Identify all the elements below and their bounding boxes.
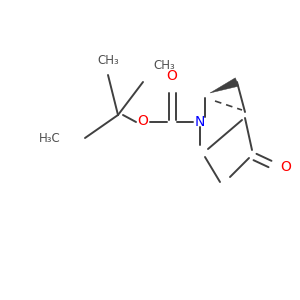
Text: O: O bbox=[280, 160, 291, 174]
Text: O: O bbox=[138, 114, 148, 128]
Text: O: O bbox=[167, 69, 177, 83]
Text: N: N bbox=[195, 115, 205, 129]
Polygon shape bbox=[210, 78, 239, 93]
Text: H₃C: H₃C bbox=[39, 131, 61, 145]
Text: CH₃: CH₃ bbox=[153, 59, 175, 72]
Text: CH₃: CH₃ bbox=[97, 54, 119, 67]
